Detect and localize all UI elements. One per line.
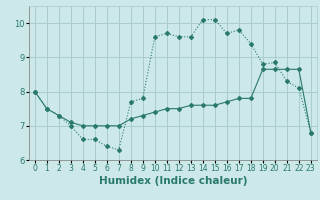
X-axis label: Humidex (Indice chaleur): Humidex (Indice chaleur) (99, 176, 247, 186)
